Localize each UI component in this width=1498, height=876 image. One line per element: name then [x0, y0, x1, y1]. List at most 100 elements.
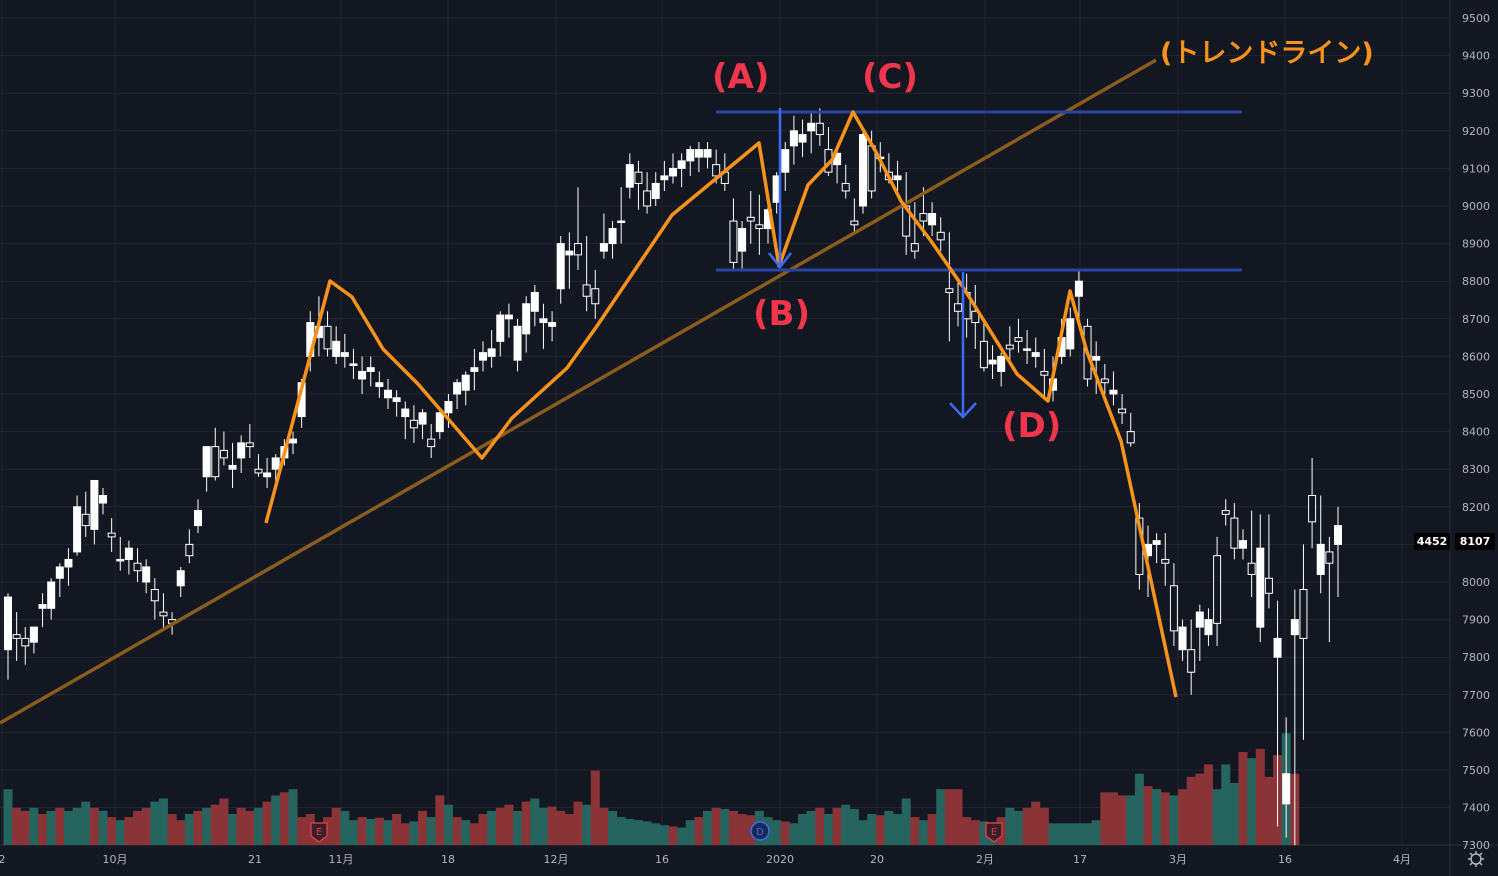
- annotation-d: (D): [1002, 406, 1061, 446]
- candle-body: [1118, 408, 1127, 414]
- candle-body: [366, 367, 375, 372]
- volume-bar: [357, 817, 367, 845]
- y-tick-label: 9500: [1462, 12, 1490, 25]
- volume-bar: [1152, 789, 1162, 845]
- volume-bar: [1203, 764, 1213, 845]
- volume-bar: [780, 821, 790, 845]
- earnings-marker-2[interactable]: E: [985, 822, 1003, 843]
- volume-bar: [426, 817, 436, 845]
- volume-bar: [789, 823, 799, 845]
- candle-body: [470, 367, 479, 372]
- volume-bar: [383, 820, 393, 845]
- volume-bar: [582, 804, 592, 845]
- volume-bar: [504, 804, 514, 845]
- x-tick-label: 16: [655, 853, 669, 866]
- candle-body: [910, 243, 919, 252]
- volume-bar: [1247, 758, 1257, 845]
- volume-bar: [547, 806, 557, 845]
- candle-body: [539, 318, 548, 324]
- candle-body: [815, 122, 824, 136]
- volume-bar: [513, 810, 523, 845]
- volume-bar: [331, 807, 341, 845]
- volume-bar: [927, 814, 937, 845]
- x-tick-label: 16: [1278, 853, 1292, 866]
- dividend-marker[interactable]: D: [750, 821, 770, 841]
- earnings-marker-1[interactable]: E: [310, 822, 328, 843]
- candle-body: [384, 389, 392, 399]
- volume-bar: [832, 807, 842, 845]
- candle-body: [427, 438, 436, 448]
- candle-body: [1161, 558, 1170, 564]
- volume-bar: [63, 810, 73, 845]
- volume-bar: [573, 801, 583, 845]
- x-tick-label: 2020: [766, 853, 794, 866]
- volume-bar: [435, 795, 445, 845]
- candle-body: [90, 479, 99, 530]
- candle-body: [55, 566, 64, 579]
- volume-bar: [564, 814, 574, 845]
- x-tick-label: 21: [248, 853, 262, 866]
- candle-body: [444, 401, 453, 414]
- volume-bar: [815, 807, 825, 845]
- y-tick-label: 8300: [1462, 463, 1490, 476]
- candle-body: [271, 457, 280, 470]
- volume-bars: [3, 733, 1300, 845]
- volume-bar: [538, 807, 548, 845]
- candle-body: [237, 442, 246, 459]
- candle-body: [979, 340, 988, 369]
- trendline[interactable]: [0, 58, 1157, 725]
- dividend-marker-label: D: [756, 827, 764, 838]
- volume-bar: [798, 814, 808, 845]
- volume-bar: [279, 792, 289, 845]
- candle-body: [1256, 547, 1265, 628]
- candle-body: [556, 243, 565, 290]
- candle-body: [1100, 378, 1109, 384]
- annotation-trendline: (トレンドライン): [1160, 38, 1374, 69]
- x-tick-label: 11月: [329, 853, 354, 866]
- candle-body: [660, 175, 669, 181]
- x-tick-label: 18: [441, 853, 455, 866]
- candle-body: [504, 314, 513, 320]
- volume-bar: [219, 798, 229, 845]
- volume-bar: [521, 801, 531, 845]
- y-tick-label: 7700: [1462, 689, 1490, 702]
- volume-bar: [651, 823, 661, 845]
- candle-body: [1299, 589, 1308, 639]
- volume-bar: [1212, 789, 1222, 845]
- time-axis[interactable]: 2 10月 21 11月 18 12月 16 2020 20 2月 17 3月 16 4月: [0, 853, 1411, 866]
- candle-body: [634, 171, 643, 184]
- volume-bar: [46, 810, 56, 845]
- candle-body: [1308, 495, 1317, 523]
- volume-bar: [1005, 807, 1015, 845]
- volume-bar: [228, 814, 238, 845]
- volume-bar: [608, 810, 618, 845]
- volume-bar: [1143, 786, 1153, 845]
- volume-bar: [530, 798, 540, 845]
- volume-bar: [1221, 764, 1231, 845]
- volume-bar: [115, 820, 125, 845]
- price-axis[interactable]: 9500 9400 9300 9200 9100 9000 8900 8800 8700 8600…: [1462, 12, 1490, 852]
- volume-bar: [184, 814, 194, 845]
- volume-bar: [720, 809, 730, 845]
- volume-bar: [1160, 792, 1170, 845]
- volume-bar: [245, 810, 255, 845]
- candle-body: [409, 419, 418, 429]
- volume-bar: [1126, 795, 1136, 845]
- tag-left-bg: [1414, 533, 1450, 550]
- candle-body: [228, 464, 237, 470]
- x-tick-label: 17: [1073, 853, 1087, 866]
- volume-bar: [1108, 792, 1118, 845]
- candle-body: [1195, 611, 1204, 628]
- candle-body: [150, 589, 159, 602]
- settings-icon[interactable]: [1468, 851, 1484, 867]
- volume-bar: [340, 810, 350, 845]
- candle-body: [323, 325, 332, 350]
- volume-bar: [806, 810, 816, 845]
- candle-body: [1273, 637, 1282, 658]
- volume-bar: [443, 804, 453, 845]
- volume-bar: [348, 820, 358, 845]
- volume-bar: [616, 817, 626, 845]
- tag-right: 8107: [1460, 535, 1491, 548]
